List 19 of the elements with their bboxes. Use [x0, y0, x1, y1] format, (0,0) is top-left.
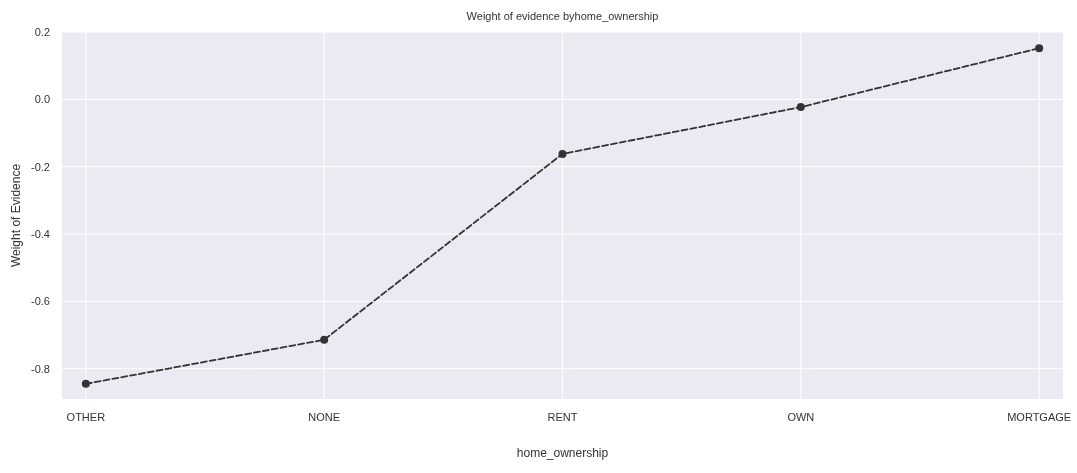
point [320, 335, 329, 344]
point [558, 149, 567, 158]
point [81, 379, 90, 388]
y-axis-title: Weight of Evidence [9, 163, 23, 268]
chart-title: Weight of evidence byhome_ownership [466, 10, 659, 22]
x-tick-label: OWN [787, 411, 815, 423]
point [796, 103, 805, 112]
x-tick-label: RENT [547, 411, 578, 423]
x-tick-label: OTHER [66, 411, 106, 423]
x-tick-label: NONE [308, 411, 341, 423]
y-tick-label: -0.4 [31, 227, 50, 240]
x-tick-label: MORTGAGE [1007, 411, 1072, 423]
y-tick-label: 0.0 [34, 93, 50, 106]
y-tick-label: -0.2 [31, 160, 50, 173]
point [1035, 44, 1044, 53]
y-tick-label: -0.8 [31, 362, 50, 375]
y-tick-label: -0.6 [31, 295, 50, 308]
x-axis-title: home_ownership [516, 446, 609, 460]
y-tick-label: 0.2 [34, 25, 50, 38]
